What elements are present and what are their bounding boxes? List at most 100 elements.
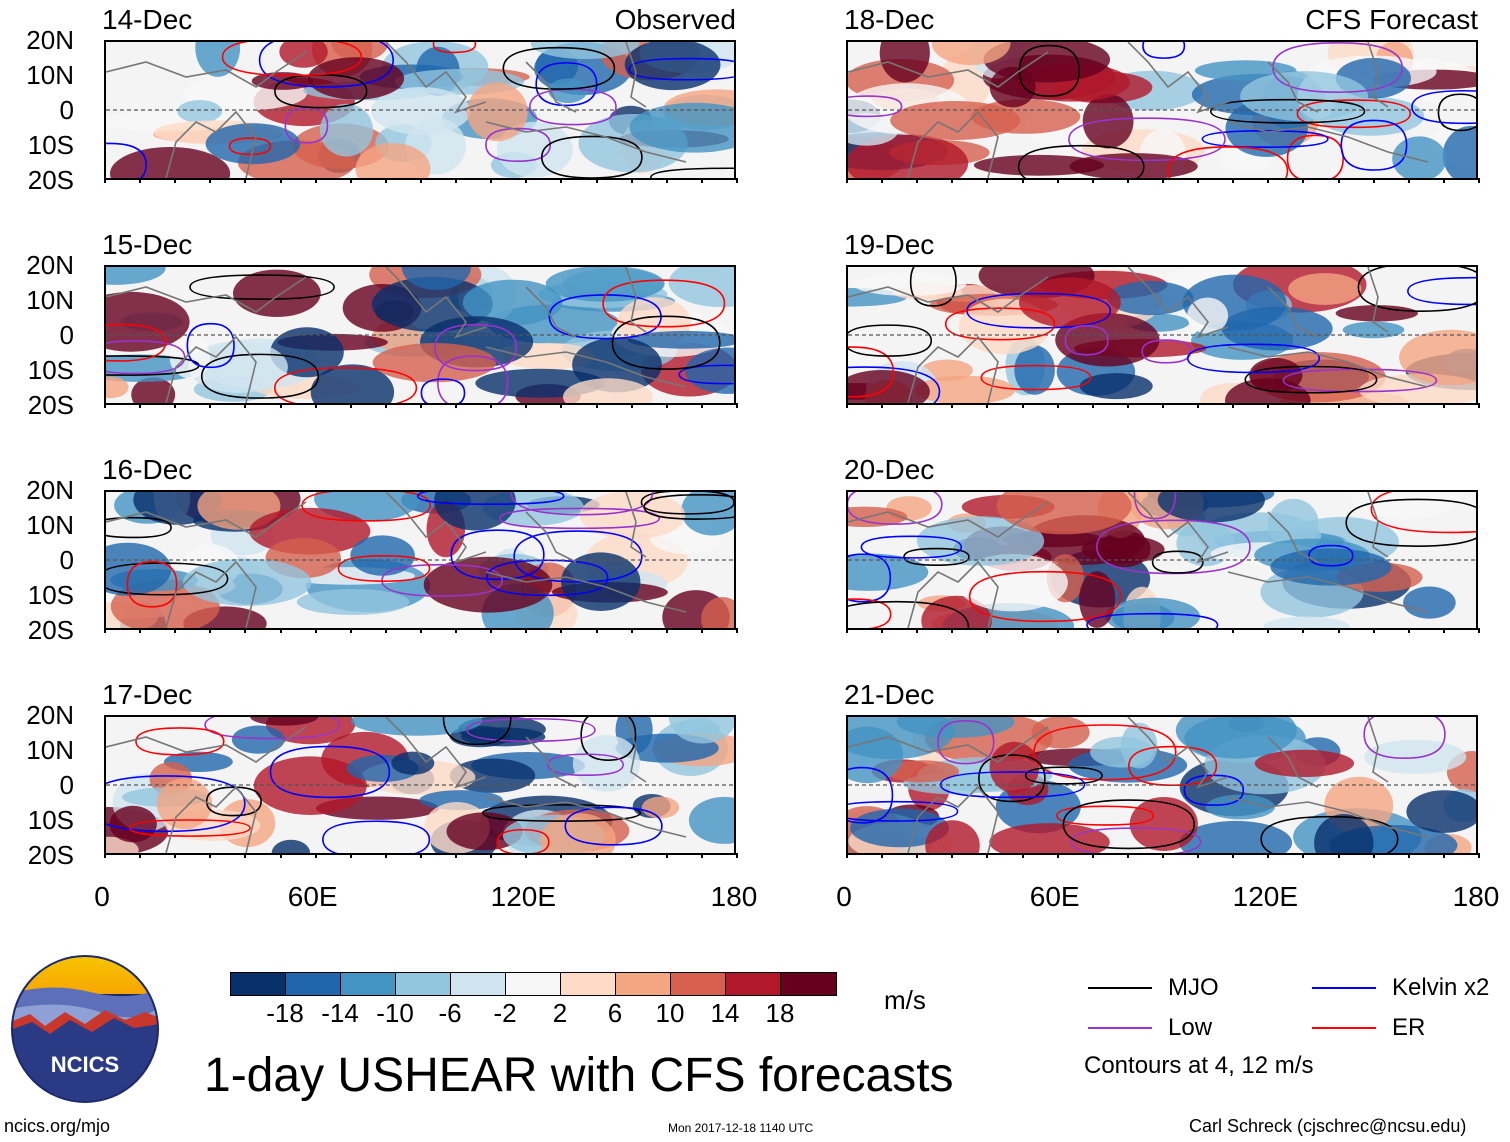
wave-contour (228, 137, 272, 156)
coastline (1127, 717, 1229, 789)
wave-contour (640, 492, 734, 515)
wave-contour (432, 42, 477, 54)
shear-anomaly-shade (106, 267, 166, 285)
lon-tick (630, 853, 633, 858)
shear-anomaly-shade (270, 327, 344, 378)
lat-label: 10N (26, 285, 74, 315)
wave-contour (540, 135, 643, 178)
lon-tick (881, 628, 884, 633)
lon-tick (1197, 853, 1200, 858)
lon-tick (846, 853, 848, 858)
coastline (485, 346, 687, 388)
wave-contour (678, 364, 734, 385)
coastline (625, 42, 647, 108)
lon-tick (279, 403, 282, 408)
lon-tick (1091, 403, 1094, 408)
coastline (848, 501, 1049, 538)
lon-tick (951, 403, 954, 408)
legend-er: ER (1312, 1014, 1425, 1042)
lon-label: 180 (710, 881, 758, 912)
footer-credit: Carl Schreck (cjschrec@ncsu.edu) (1189, 1116, 1467, 1136)
lon-tick (1337, 628, 1340, 633)
panel-type-title: CFS Forecast (1305, 4, 1478, 35)
shear-anomaly-shade (296, 589, 410, 615)
observed-map-panel: 16-Dec (102, 454, 738, 633)
wave-contour (1151, 550, 1204, 574)
colorbar-tick-label: 18 (765, 998, 795, 1028)
lon-tick (174, 403, 177, 408)
shear-anomaly-shade (701, 597, 734, 628)
lat-label: 10S (27, 130, 74, 160)
coastline (485, 796, 687, 838)
lon-tick (1372, 403, 1375, 408)
shear-anomaly-shade (916, 516, 1045, 566)
lat-label: 10N (26, 735, 74, 765)
lat-label: 10N (26, 510, 74, 540)
wave-contour (106, 142, 147, 178)
panel-date: 18-Dec (844, 4, 935, 35)
coastline (848, 726, 1049, 763)
wave-contour (106, 775, 246, 833)
forecast-map-panel: 21-Dec (844, 679, 1480, 858)
wave-contour (205, 786, 262, 817)
lon-tick (1302, 178, 1305, 183)
lon-tick (1197, 403, 1200, 408)
lon-tick (525, 403, 528, 408)
lon-tick (1267, 403, 1270, 408)
wave-contour (1186, 343, 1321, 374)
wave-contour (1017, 144, 1145, 178)
lat-label: 20N (26, 700, 74, 730)
footer-timestamp: Mon 2017-12-18 1140 UTC (668, 1121, 814, 1135)
lat-label: 10S (27, 355, 74, 385)
lon-tick (881, 403, 884, 408)
shear-anomaly-shade (1205, 794, 1275, 820)
shear-map (104, 490, 736, 630)
lon-label: 180 (1452, 881, 1500, 912)
lon-label: 0 (94, 881, 110, 912)
wave-contour (1357, 267, 1476, 312)
shear-anomaly-shade (271, 839, 311, 853)
lon-tick (1056, 178, 1059, 183)
lon-tick (916, 178, 919, 183)
lon-tick (314, 628, 317, 633)
shear-anomaly-shade (156, 778, 213, 829)
coastline (1367, 42, 1389, 108)
lon-tick (420, 178, 422, 183)
lat-label: 0 (59, 320, 74, 350)
shear-anomaly-shade (1105, 597, 1201, 628)
coastline (1127, 42, 1229, 114)
lon-tick (104, 853, 106, 858)
shear-anomaly-shade (688, 796, 734, 844)
wave-contour (128, 819, 251, 837)
lon-tick (209, 853, 212, 858)
forecast-map-panel: 20-Dec (844, 454, 1480, 633)
lon-tick (1091, 853, 1094, 858)
lat-label: 20N (26, 475, 74, 505)
coastline (1267, 736, 1319, 788)
lon-tick (736, 403, 738, 408)
lon-tick (139, 853, 142, 858)
shear-anomaly-shade (177, 100, 223, 123)
shear-anomaly-shade (253, 756, 367, 815)
footer-link[interactable]: ncics.org/mjo (4, 1116, 111, 1136)
coastline (525, 736, 577, 788)
colorbar (230, 972, 837, 996)
lon-tick (595, 178, 598, 183)
wave-contour (937, 720, 995, 765)
shear-anomaly-shade (1392, 136, 1447, 178)
wave-contour (186, 322, 235, 369)
shear-anomaly-shade (989, 741, 1040, 793)
shear-anomaly-shade (355, 143, 431, 178)
lat-label: 0 (59, 545, 74, 575)
shear-anomaly-shade (563, 378, 653, 403)
coastline (848, 276, 1049, 313)
shear-anomaly-shade (449, 758, 536, 793)
shear-anomaly-shade (1406, 790, 1476, 833)
lon-tick (665, 403, 668, 408)
lat-label: 10S (27, 580, 74, 610)
lon-tick (1302, 403, 1305, 408)
lon-tick (490, 628, 493, 633)
shear-anomaly-shade (466, 82, 528, 142)
wave-contour (848, 600, 970, 628)
wave-contour (126, 560, 178, 608)
